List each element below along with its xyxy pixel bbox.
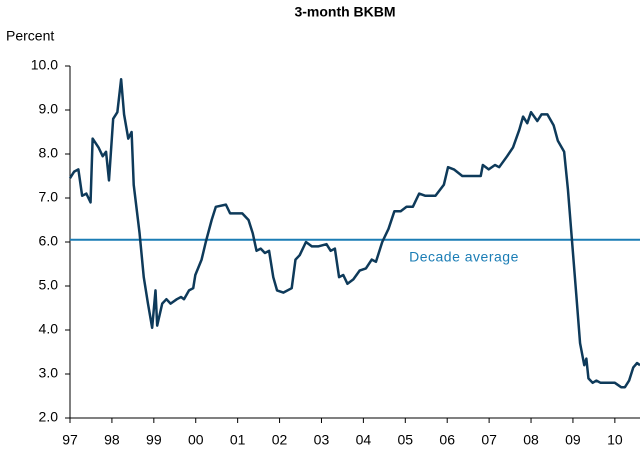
- y-axis-label: Percent: [6, 28, 54, 44]
- y-tick-label: 9.0: [39, 101, 59, 117]
- x-tick-label: 00: [188, 432, 204, 448]
- data-line: [68, 77, 640, 389]
- x-tick-label: 09: [565, 432, 581, 448]
- x-tick-label: 02: [272, 432, 288, 448]
- x-tick-label: 05: [398, 432, 414, 448]
- y-tick-label: 6.0: [39, 233, 59, 249]
- y-tick-label: 10.0: [31, 57, 58, 73]
- y-tick-label: 3.0: [39, 365, 59, 381]
- x-tick-label: 06: [439, 432, 455, 448]
- reference-label: Decade average: [409, 249, 519, 265]
- y-tick-label: 2.0: [39, 409, 59, 425]
- x-tick-label: 07: [481, 432, 497, 448]
- x-tick-label: 10: [607, 432, 623, 448]
- y-tick-label: 8.0: [39, 145, 59, 161]
- x-tick-label: 98: [104, 432, 120, 448]
- x-tick-label: 99: [146, 432, 162, 448]
- x-tick-label: 08: [523, 432, 539, 448]
- y-tick-label: 5.0: [39, 277, 59, 293]
- x-tick-label: 04: [356, 432, 372, 448]
- chart-title: 3-month BKBM: [294, 4, 395, 20]
- x-tick-label: 03: [314, 432, 330, 448]
- x-tick-label: 01: [230, 432, 246, 448]
- y-tick-label: 7.0: [39, 189, 59, 205]
- x-tick-label: 97: [62, 432, 78, 448]
- y-tick-label: 4.0: [39, 321, 59, 337]
